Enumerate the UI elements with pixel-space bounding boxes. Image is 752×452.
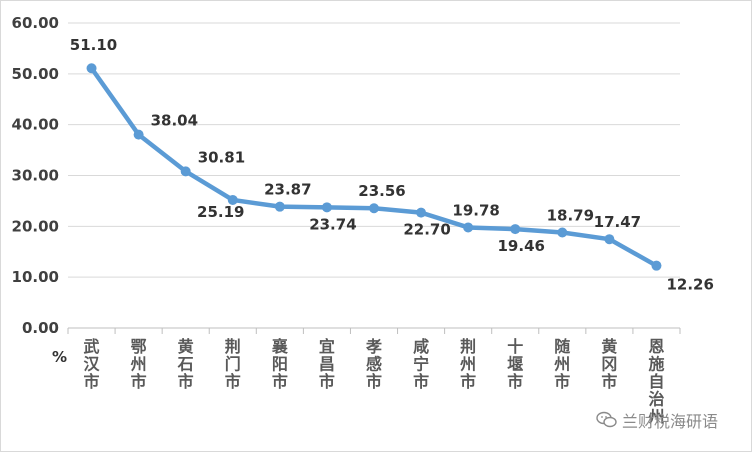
data-label: 51.10 [70, 36, 117, 54]
x-tick-label: 鄂州市 [130, 337, 147, 391]
data-point [557, 227, 568, 238]
data-label: 17.47 [594, 213, 641, 231]
x-tick-label: 黄冈市 [601, 337, 617, 391]
x-tick-label: 咸宁市 [413, 337, 429, 391]
x-tick-label: 荆门市 [225, 337, 241, 391]
y-tick-label: 10.00 [12, 268, 59, 286]
y-tick-label: 60.00 [12, 14, 59, 32]
data-point [133, 129, 144, 140]
data-point [651, 260, 662, 271]
data-point [463, 222, 474, 233]
y-tick-label: 50.00 [12, 65, 59, 83]
data-label: 38.04 [151, 112, 198, 130]
x-tick-label: 孝感市 [365, 337, 382, 391]
data-label: 23.56 [358, 182, 405, 200]
y-unit-label: % [52, 348, 67, 366]
x-tick-label: 荆州市 [459, 337, 476, 391]
data-label: 23.87 [264, 181, 311, 199]
series-line-path [89, 65, 659, 268]
y-tick-label: 20.00 [12, 217, 59, 235]
data-point [510, 224, 521, 235]
y-tick-label: 30.00 [12, 167, 59, 185]
data-point [369, 203, 379, 214]
data-point [180, 166, 191, 177]
wechat-icon [596, 411, 617, 428]
x-tick-label: 宜昌市 [319, 337, 335, 391]
data-label: 23.74 [309, 215, 356, 233]
data-point [604, 234, 615, 245]
watermark-text: 兰财税海研语 [622, 412, 719, 431]
data-label: 25.19 [197, 203, 244, 221]
x-tick-label: 十堰市 [507, 337, 523, 391]
x-axis: 武汉市 鄂州市 黄石市 荆门市 襄阳市 宜昌市 孝感市 咸宁市 荆州市 十堰市 随州市 黄冈市 恩施自治… [67, 328, 681, 426]
data-point [274, 201, 285, 212]
data-point [416, 207, 427, 218]
x-tick-label: 恩施自治州 [647, 337, 664, 426]
data-point [227, 194, 238, 205]
series-line [86, 63, 662, 271]
data-label: 19.46 [498, 237, 545, 255]
data-point [86, 63, 97, 74]
watermark: 兰财税海研语 [596, 408, 718, 432]
data-label: 19.78 [452, 201, 499, 219]
gridlines [68, 22, 680, 329]
x-tick-label: 武汉市 [84, 337, 101, 391]
data-point [321, 202, 332, 213]
data-label: 30.81 [198, 148, 245, 166]
data-label: 12.26 [666, 276, 713, 294]
x-tick-label: 黄石市 [177, 337, 194, 391]
data-label: 22.70 [403, 221, 450, 239]
x-tick-label: 随州市 [553, 337, 570, 391]
data-label: 18.79 [547, 206, 594, 224]
y-tick-label: 0.00 [22, 319, 59, 337]
y-axis: 0.00 10.00 20.00 30.00 40.00 50.00 60.00 [12, 14, 59, 337]
x-tick-label: 襄阳市 [271, 337, 289, 391]
y-tick-label: 40.00 [12, 116, 59, 134]
